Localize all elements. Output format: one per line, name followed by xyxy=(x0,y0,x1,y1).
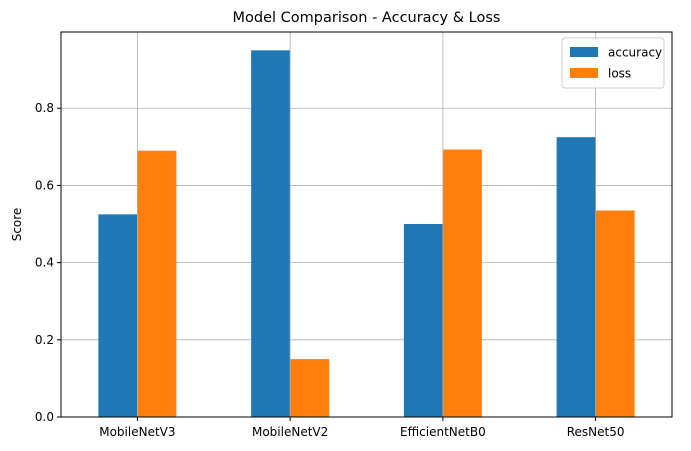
y-tick-label: 0.4 xyxy=(35,256,54,270)
axes: 0.0 0.2 0.4 0.6 0.8 MobileNetV3 MobileNetV2 Eff… xyxy=(35,31,673,439)
y-axis-label: Score xyxy=(10,208,24,242)
y-tick-label: 0.2 xyxy=(35,333,54,347)
legend: accuracy loss xyxy=(561,37,665,89)
bars xyxy=(98,50,635,418)
bar-loss-efficientnetb0 xyxy=(442,149,482,418)
bar-accuracy-mobilenetv2 xyxy=(251,50,291,417)
bar-loss-mobilenetv2 xyxy=(290,359,330,417)
legend-swatch-accuracy xyxy=(570,47,598,57)
x-tick-label: EfficientNetB0 xyxy=(400,425,486,439)
x-tick-label: MobileNetV2 xyxy=(252,425,328,439)
bar-accuracy-mobilenetv3 xyxy=(98,214,138,417)
bar-loss-mobilenetv3 xyxy=(137,150,177,417)
chart-title: Model Comparison - Accuracy & Loss xyxy=(233,10,501,26)
x-tick-label: ResNet50 xyxy=(567,425,625,439)
legend-swatch-loss xyxy=(570,68,598,78)
plot-frame xyxy=(60,31,673,418)
bar-loss-resnet50 xyxy=(595,210,635,417)
legend-label-loss: loss xyxy=(608,67,631,81)
y-tick-label: 0.8 xyxy=(35,101,54,115)
bar-accuracy-resnet50 xyxy=(556,137,596,417)
y-tick-label: 0.0 xyxy=(35,410,54,424)
bar-accuracy-efficientnetb0 xyxy=(403,224,443,417)
x-tick-label: MobileNetV3 xyxy=(99,425,175,439)
y-tick-label: 0.6 xyxy=(35,178,54,192)
legend-label-accuracy: accuracy xyxy=(608,46,662,60)
